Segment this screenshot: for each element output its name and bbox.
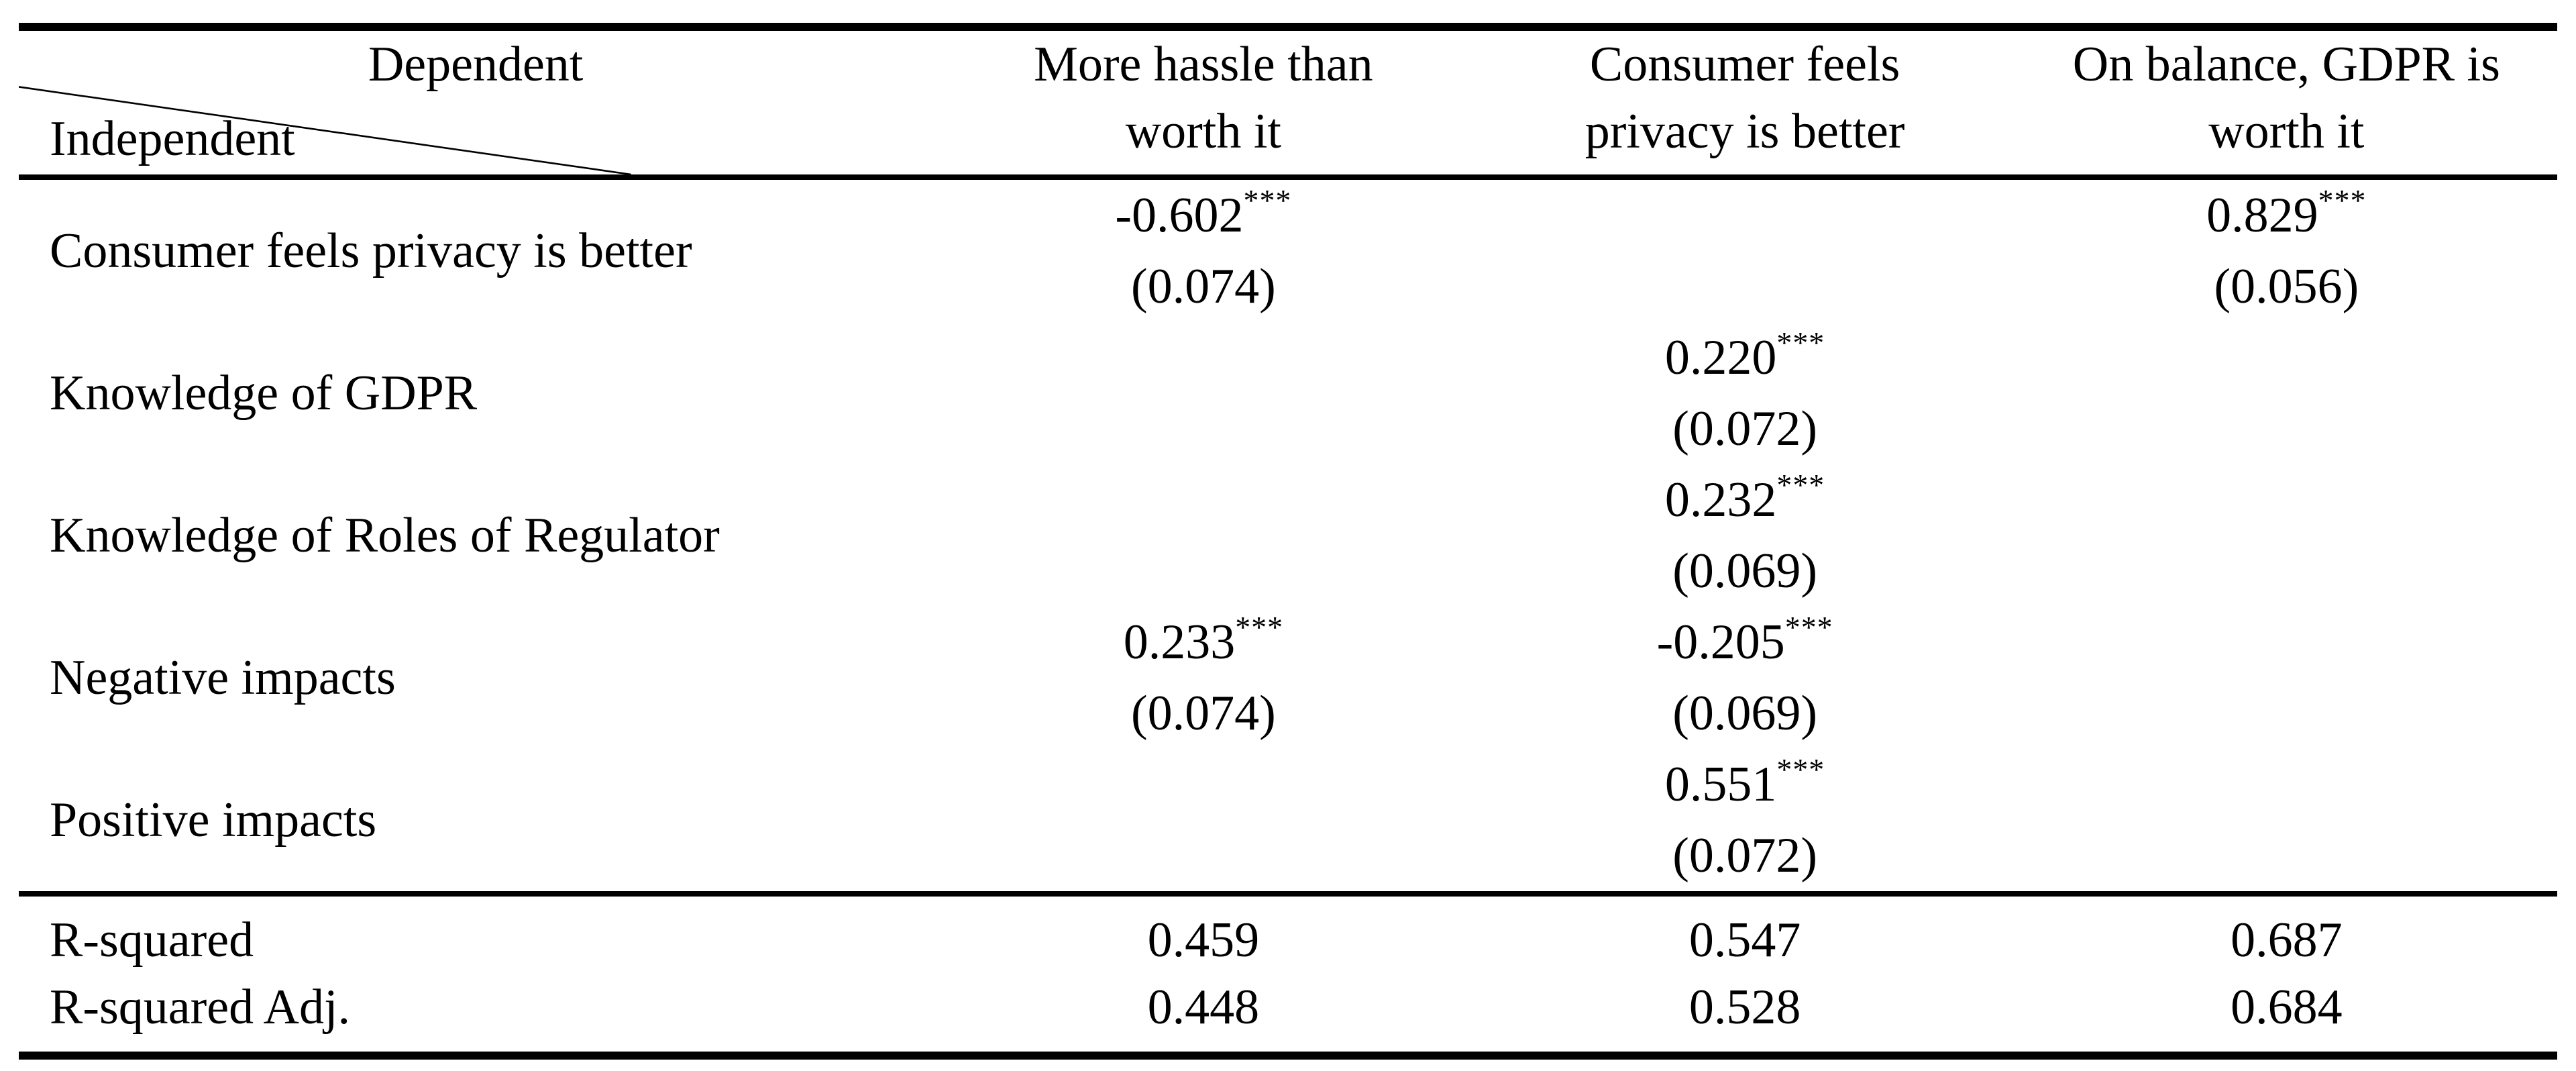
coefficient-value: -0.602 bbox=[1115, 188, 1244, 243]
coefficient-value: 0.829 bbox=[2206, 188, 2318, 243]
coefficient-line: -0.602*** bbox=[932, 180, 1474, 251]
stat-value: 0.528 bbox=[1688, 980, 1801, 1035]
coefficient-cell bbox=[2016, 607, 2557, 749]
coefficient-line: 0.233*** bbox=[932, 607, 1474, 678]
significance-stars: *** bbox=[1243, 183, 1292, 217]
stats-label: R-squared Adj. bbox=[50, 980, 351, 1035]
coefficient-line: 0.220*** bbox=[1474, 322, 2015, 393]
significance-stars: *** bbox=[1776, 325, 1825, 360]
coefficient-line: -0.205*** bbox=[1474, 607, 2015, 678]
stats-row: R-squared Adj. 0.448 0.528 0.684 bbox=[19, 974, 2557, 1041]
table-row: Knowledge of Roles of Regulator 0.232***… bbox=[19, 464, 2557, 607]
standard-error: (0.072) bbox=[1672, 828, 1817, 883]
column-header-on-balance: On balance, GDPR is worth it bbox=[2016, 31, 2557, 174]
column-header-text: More hassle than worth it bbox=[1034, 37, 1373, 159]
regression-table: Dependent Independent More hassle than w… bbox=[19, 23, 2557, 1060]
table-row: Negative impacts 0.233*** (0.074) -0.205… bbox=[19, 607, 2557, 749]
stats-row: R-squared 0.459 0.547 0.687 bbox=[19, 907, 2557, 974]
significance-stars: *** bbox=[1784, 609, 1833, 644]
row-label: Knowledge of Roles of Regulator bbox=[50, 507, 720, 563]
stat-value: 0.448 bbox=[1147, 980, 1260, 1035]
table-row: Consumer feels privacy is better -0.602*… bbox=[19, 180, 2557, 322]
significance-stars: *** bbox=[1235, 609, 1283, 644]
coefficient-line bbox=[2016, 607, 2557, 678]
coefficient-cell: 0.551*** (0.072) bbox=[1474, 749, 2015, 891]
coefficient-cell: 0.829*** (0.056) bbox=[2016, 180, 2557, 322]
coefficient-cell bbox=[2016, 322, 2557, 464]
standard-error bbox=[932, 536, 1474, 607]
mid-rule bbox=[19, 891, 2557, 897]
stat-value: 0.687 bbox=[2231, 913, 2343, 968]
row-label: Negative impacts bbox=[50, 650, 396, 705]
significance-stars: *** bbox=[2318, 183, 2367, 217]
significance-stars: *** bbox=[1776, 752, 1825, 786]
coefficient-value: 0.551 bbox=[1664, 757, 1777, 812]
standard-error bbox=[2016, 393, 2557, 464]
coefficient-value: -0.205 bbox=[1656, 615, 1785, 670]
standard-error: (0.074) bbox=[1130, 259, 1276, 314]
table-row: Knowledge of GDPR 0.220*** (0.072) bbox=[19, 322, 2557, 464]
diagonal-line bbox=[19, 87, 631, 174]
coefficient-line bbox=[932, 322, 1474, 393]
dependent-label: Dependent bbox=[368, 37, 584, 92]
coefficient-value: 0.232 bbox=[1664, 472, 1777, 527]
header-rule bbox=[19, 174, 2557, 180]
column-header-text: On balance, GDPR is worth it bbox=[2072, 37, 2500, 159]
coefficient-line bbox=[932, 464, 1474, 536]
coefficient-line bbox=[932, 749, 1474, 820]
top-rule bbox=[19, 23, 2557, 31]
coefficient-cell bbox=[932, 464, 1474, 607]
standard-error: (0.074) bbox=[1130, 686, 1276, 741]
coefficient-cell: 0.220*** (0.072) bbox=[1474, 322, 2015, 464]
coefficient-cell: 0.232*** (0.069) bbox=[1474, 464, 2015, 607]
standard-error: (0.069) bbox=[1672, 544, 1817, 599]
row-label: Positive impacts bbox=[50, 792, 377, 848]
independent-label: Independent bbox=[50, 111, 295, 166]
coefficient-cell bbox=[932, 749, 1474, 891]
stat-value: 0.684 bbox=[2231, 980, 2343, 1035]
standard-error: (0.069) bbox=[1672, 686, 1817, 741]
standard-error bbox=[932, 393, 1474, 464]
row-label: Knowledge of GDPR bbox=[50, 365, 478, 421]
standard-error bbox=[2016, 820, 2557, 891]
stats-label: R-squared bbox=[50, 913, 254, 968]
column-header-more-hassle: More hassle than worth it bbox=[932, 31, 1474, 174]
diagonal-divider bbox=[19, 31, 932, 174]
coefficient-line: 0.829*** bbox=[2016, 180, 2557, 251]
table-row: Positive impacts 0.551*** (0.072) bbox=[19, 749, 2557, 891]
coefficient-cell: 0.233*** (0.074) bbox=[932, 607, 1474, 749]
stat-value: 0.459 bbox=[1147, 913, 1260, 968]
column-header-consumer-feels: Consumer feels privacy is better bbox=[1474, 31, 2015, 174]
bottom-rule bbox=[19, 1052, 2557, 1060]
column-header-text: Consumer feels privacy is better bbox=[1585, 37, 1905, 159]
coefficient-line bbox=[2016, 322, 2557, 393]
stat-value: 0.547 bbox=[1688, 913, 1801, 968]
coefficient-cell bbox=[2016, 749, 2557, 891]
coefficient-line bbox=[1474, 180, 2015, 251]
corner-cell: Dependent Independent bbox=[19, 31, 932, 174]
coefficient-line: 0.232*** bbox=[1474, 464, 2015, 536]
coefficient-cell bbox=[1474, 180, 2015, 322]
coefficient-cell bbox=[2016, 464, 2557, 607]
coefficient-cell bbox=[932, 322, 1474, 464]
standard-error bbox=[2016, 536, 2557, 607]
row-label: Consumer feels privacy is better bbox=[50, 223, 692, 278]
coefficient-line: 0.551*** bbox=[1474, 749, 2015, 820]
standard-error bbox=[2016, 678, 2557, 749]
coefficient-cell: -0.205*** (0.069) bbox=[1474, 607, 2015, 749]
table-header-row: Dependent Independent More hassle than w… bbox=[19, 31, 2557, 174]
stats-section: R-squared 0.459 0.547 0.687 R-squared Ad… bbox=[19, 897, 2557, 1052]
coefficient-line bbox=[2016, 464, 2557, 536]
coefficient-cell: -0.602*** (0.074) bbox=[932, 180, 1474, 322]
significance-stars: *** bbox=[1776, 467, 1825, 502]
standard-error: (0.056) bbox=[2214, 259, 2359, 314]
standard-error bbox=[932, 820, 1474, 891]
standard-error bbox=[1474, 251, 2015, 322]
standard-error: (0.072) bbox=[1672, 401, 1817, 456]
coefficient-line bbox=[2016, 749, 2557, 820]
coefficient-value: 0.220 bbox=[1664, 330, 1777, 385]
coefficient-value: 0.233 bbox=[1123, 615, 1236, 670]
